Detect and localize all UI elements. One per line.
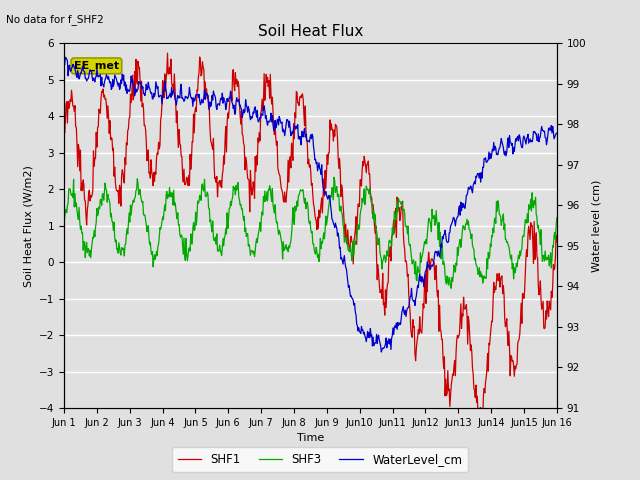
Y-axis label: Water level (cm): Water level (cm): [592, 180, 602, 272]
WaterLevel_cm: [371, 340, 378, 346]
SHF3: [553, 215, 561, 221]
SHF3: [385, 239, 393, 244]
WaterLevel_cm: [170, 91, 178, 97]
WaterLevel_cm: [196, 102, 204, 108]
Y-axis label: Soil Heat Flux (W/m2): Soil Heat Flux (W/m2): [23, 165, 33, 287]
WaterLevel_cm: [553, 130, 561, 136]
SHF1: [371, 223, 378, 228]
SHF1: [476, 420, 484, 426]
SHF3: [69, 195, 77, 201]
WaterLevel_cm: [386, 341, 394, 347]
SHF1: [164, 50, 172, 56]
SHF1: [120, 178, 127, 183]
WaterLevel_cm: [61, 54, 69, 60]
WaterLevel_cm: [120, 83, 128, 89]
Text: No data for f_SHF2: No data for f_SHF2: [6, 14, 104, 25]
Text: EE_met: EE_met: [74, 61, 119, 71]
WaterLevel_cm: [60, 60, 68, 66]
Line: SHF3: SHF3: [64, 177, 557, 288]
SHF1: [385, 252, 393, 258]
SHF3: [447, 286, 455, 291]
WaterLevel_cm: [378, 349, 385, 355]
SHF3: [120, 246, 127, 252]
SHF1: [69, 103, 77, 109]
Title: Soil Heat Flux: Soil Heat Flux: [258, 24, 363, 39]
X-axis label: Time: Time: [297, 433, 324, 443]
SHF1: [196, 59, 204, 65]
SHF1: [553, 239, 561, 245]
Legend: SHF1, SHF3, WaterLevel_cm: SHF1, SHF3, WaterLevel_cm: [172, 447, 468, 472]
SHF3: [60, 218, 68, 224]
SHF3: [371, 218, 378, 224]
SHF1: [170, 71, 178, 77]
SHF1: [60, 125, 68, 131]
SHF3: [330, 174, 338, 180]
SHF3: [170, 187, 177, 193]
Line: SHF1: SHF1: [64, 53, 557, 423]
WaterLevel_cm: [70, 62, 77, 68]
Line: WaterLevel_cm: WaterLevel_cm: [64, 57, 557, 352]
SHF3: [196, 192, 204, 198]
